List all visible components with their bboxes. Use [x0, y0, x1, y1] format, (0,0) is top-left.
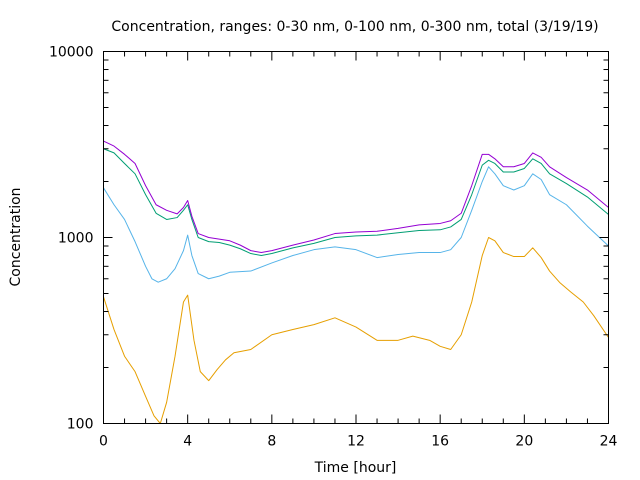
series-line-2	[103, 166, 609, 283]
x-tick-label: 4	[183, 434, 192, 450]
plot-lines	[103, 140, 609, 424]
y-axis-label: Concentration	[8, 187, 24, 286]
x-tick-label: 0	[99, 434, 108, 450]
chart-title: Concentration, ranges: 0-30 nm, 0-100 nm…	[111, 19, 598, 35]
y-tick-label: 1000	[58, 231, 94, 247]
x-tick-label: 12	[347, 434, 365, 450]
x-tick-label: 20	[515, 434, 533, 450]
x-tick-label: 16	[431, 434, 449, 450]
x-tick-label: 24	[600, 434, 618, 450]
axis-ticks	[103, 51, 609, 424]
tick-labels: 0 4 8 12 16 20 24 100 1000 10000	[49, 45, 618, 450]
x-tick-label: 8	[267, 434, 276, 450]
series-line-4	[103, 140, 609, 254]
series-line-3	[103, 148, 609, 257]
plot-frame	[103, 51, 609, 424]
y-tick-label: 10000	[49, 45, 94, 61]
series-line-1	[103, 237, 609, 424]
y-tick-label: 100	[67, 417, 94, 433]
x-axis-label: Time [hour]	[314, 460, 397, 476]
